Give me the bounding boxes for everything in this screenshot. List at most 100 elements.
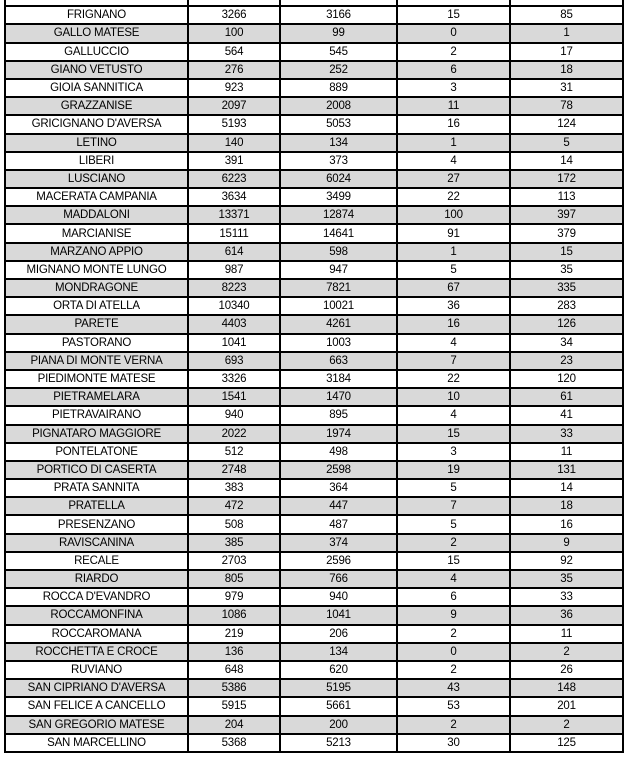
empty-cell (396, 0, 511, 8)
table-row: ROCCAMONFINA 1086 1041 9 36 (4, 605, 624, 626)
table-row: SAN CIPRIANO D'AVERSA 5386 5195 43 148 (4, 678, 624, 699)
value-cell: 940 (279, 587, 398, 608)
value-cell: 3634 (187, 187, 281, 208)
municipality-name-cell: GALLO MATESE (4, 23, 189, 44)
value-cell: 8223 (187, 277, 281, 299)
value-cell: 26 (509, 659, 624, 681)
value-cell: 17 (509, 41, 624, 62)
value-cell: 6024 (279, 168, 398, 190)
municipality-name-cell: MARZANO APPIO (4, 241, 189, 262)
value-cell: 4 (396, 568, 511, 590)
municipality-name-cell: ROCCAROMANA (4, 623, 189, 644)
table-row: LETINO 140 134 1 5 (4, 132, 624, 153)
value-cell: 3266 (187, 5, 281, 26)
value-cell: 0 (396, 23, 511, 44)
table-row: LUSCIANO 6223 6024 27 172 (4, 168, 624, 190)
value-cell: 201 (509, 696, 624, 717)
value-cell: 5193 (187, 114, 281, 135)
value-cell: 204 (187, 714, 281, 735)
municipality-name-cell: SAN FELICE A CANCELLO (4, 696, 189, 717)
value-cell: 5 (509, 132, 624, 153)
municipality-name-cell: PIEDIMONTE MATESE (4, 368, 189, 390)
table-row: MARCIANISE 15111 14641 91 379 (4, 223, 624, 244)
municipality-name-cell: ROCCHETTA E CROCE (4, 641, 189, 662)
value-cell: 979 (187, 587, 281, 608)
value-cell: 2022 (187, 423, 281, 444)
value-cell: 5 (396, 478, 511, 499)
value-cell: 4 (396, 150, 511, 171)
value-cell: 41 (509, 405, 624, 426)
value-cell: 206 (279, 623, 398, 644)
municipality-name-cell: LUSCIANO (4, 168, 189, 190)
table-row: PONTELATONE 512 498 3 11 (4, 441, 624, 462)
value-cell: 3499 (279, 187, 398, 208)
table-row: RAVISCANINA 385 374 2 9 (4, 532, 624, 553)
value-cell: 6 (396, 587, 511, 608)
municipality-name-cell: ROCCAMONFINA (4, 605, 189, 626)
value-cell: 447 (279, 496, 398, 517)
table-row: PIEDIMONTE MATESE 3326 3184 22 120 (4, 368, 624, 390)
value-cell: 276 (187, 59, 281, 80)
value-cell: 125 (509, 732, 624, 753)
value-cell: 22 (396, 368, 511, 390)
value-cell: 620 (279, 659, 398, 681)
value-cell: 124 (509, 114, 624, 135)
value-cell: 22 (396, 187, 511, 208)
table-row: PIGNATARO MAGGIORE 2022 1974 15 33 (4, 423, 624, 444)
value-cell: 5386 (187, 678, 281, 699)
value-cell: 14 (509, 150, 624, 171)
empty-cell (4, 0, 189, 8)
value-cell: 2008 (279, 96, 398, 117)
value-cell: 31 (509, 77, 624, 99)
value-cell: 4 (396, 332, 511, 353)
value-cell: 1086 (187, 605, 281, 626)
value-cell: 5195 (279, 678, 398, 699)
value-cell: 2 (509, 641, 624, 662)
value-cell: 397 (509, 205, 624, 226)
value-cell: 36 (509, 605, 624, 626)
municipality-name-cell: PIETRAVAIRANO (4, 405, 189, 426)
municipality-name-cell: GIANO VETUSTO (4, 59, 189, 80)
value-cell: 67 (396, 277, 511, 299)
value-cell: 1 (396, 241, 511, 262)
value-cell: 498 (279, 441, 398, 462)
value-cell: 15 (509, 241, 624, 262)
municipality-name-cell: LETINO (4, 132, 189, 153)
value-cell: 2 (509, 714, 624, 735)
value-cell: 126 (509, 314, 624, 335)
municipality-name-cell: MADDALONI (4, 205, 189, 226)
value-cell: 15 (396, 423, 511, 444)
value-cell: 805 (187, 568, 281, 590)
municipality-name-cell: PONTELATONE (4, 441, 189, 462)
empty-cell (509, 0, 624, 8)
value-cell: 545 (279, 41, 398, 62)
value-cell: 134 (279, 641, 398, 662)
municipality-name-cell: GIOIA SANNITICA (4, 77, 189, 99)
value-cell: 472 (187, 496, 281, 517)
value-cell: 35 (509, 568, 624, 590)
table-row: FRIGNANO 3266 3166 15 85 (4, 5, 624, 26)
municipality-name-cell: PRATELLA (4, 496, 189, 517)
table-row: LIBERI 391 373 4 14 (4, 150, 624, 171)
value-cell: 134 (279, 132, 398, 153)
value-cell: 1041 (187, 332, 281, 353)
municipality-name-cell: PARETE (4, 314, 189, 335)
municipality-name-cell: MACERATA CAMPANIA (4, 187, 189, 208)
value-cell: 5 (396, 259, 511, 281)
value-cell: 987 (187, 259, 281, 281)
value-cell: 2 (396, 659, 511, 681)
table-row: GALLUCCIO 564 545 2 17 (4, 41, 624, 62)
table-row: PIETRAVAIRANO 940 895 4 41 (4, 405, 624, 426)
value-cell: 1041 (279, 605, 398, 626)
value-cell: 895 (279, 405, 398, 426)
value-cell: 3 (396, 77, 511, 99)
value-cell: 15 (396, 5, 511, 26)
value-cell: 14641 (279, 223, 398, 244)
value-cell: 113 (509, 187, 624, 208)
municipality-name-cell: PRESENZANO (4, 514, 189, 535)
value-cell: 200 (279, 714, 398, 735)
value-cell: 85 (509, 5, 624, 26)
municipality-table-body: FRIGNANO 3266 3166 15 85 GALLO MATESE 100 99 0 1 G… (4, 0, 624, 753)
value-cell: 364 (279, 478, 398, 499)
